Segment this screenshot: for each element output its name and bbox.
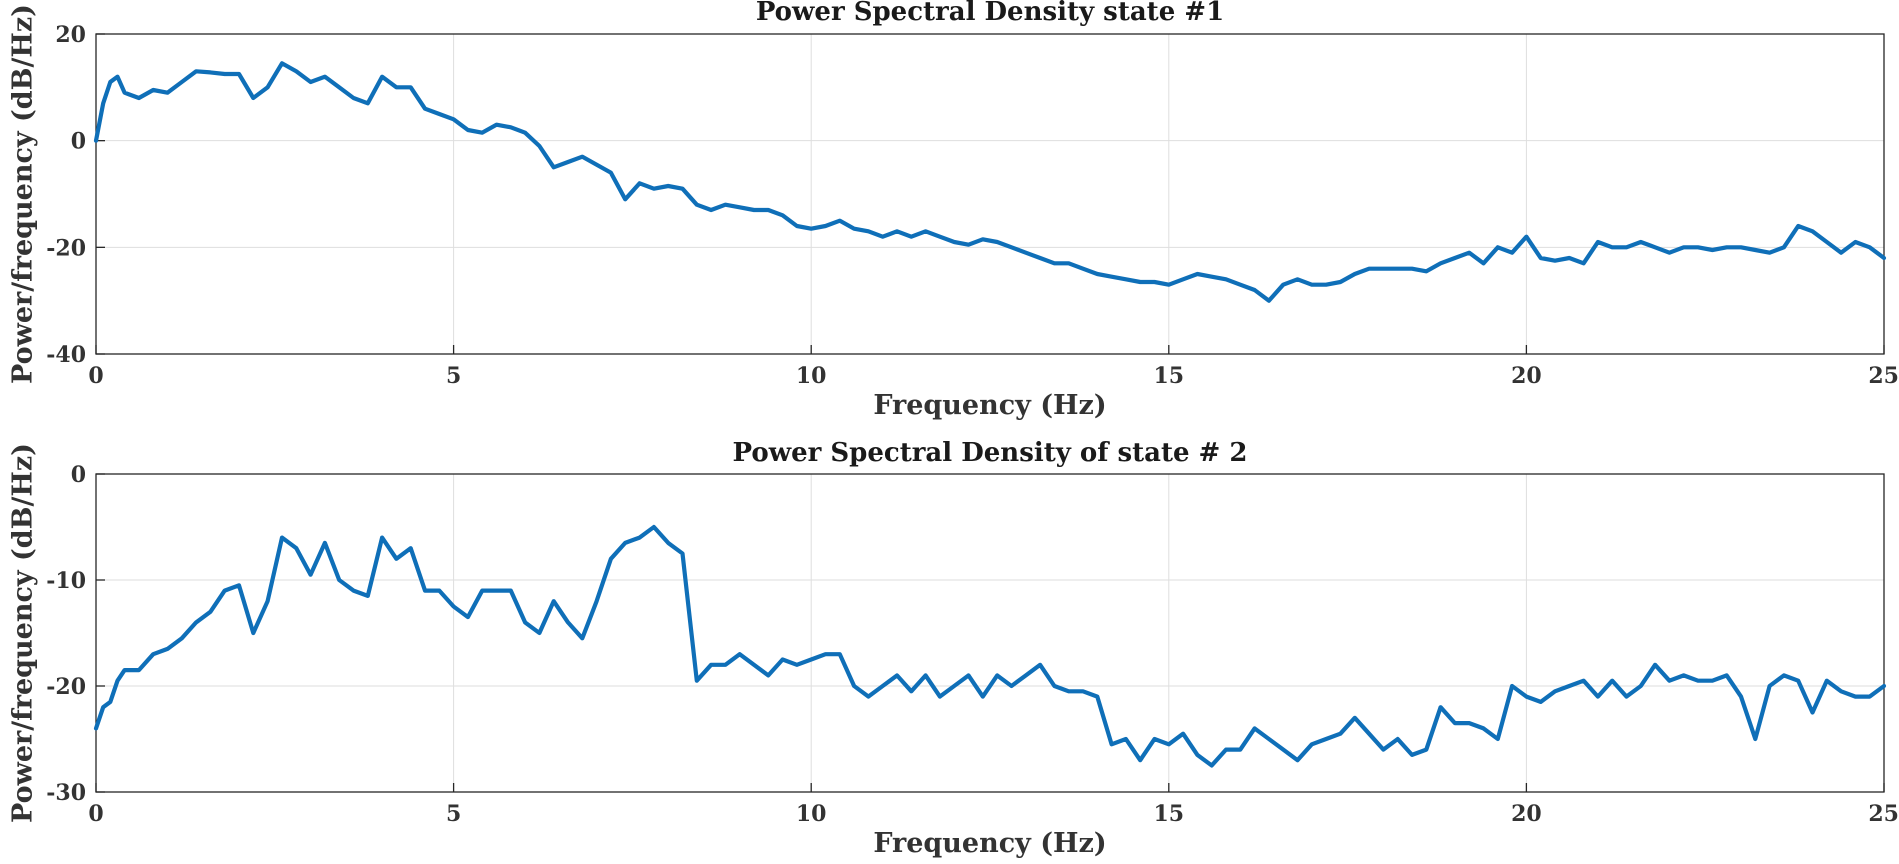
psd-state-2-x-tick-label: 15 bbox=[1153, 801, 1184, 827]
psd-state-1-y-tick-label: -20 bbox=[46, 235, 86, 261]
psd-state-1-x-tick-label: 0 bbox=[88, 363, 103, 389]
psd-state-1-gridlines bbox=[96, 34, 1884, 354]
psd-state-1-panel: 0 5 10 15 20 25 20 0 -20 -40 Power Spectral Densi… bbox=[7, 0, 1899, 421]
psd-state-2-y-axis-label: Power/frequency (dB/Hz) bbox=[7, 443, 38, 823]
psd-state-1-axes-frame bbox=[95, 33, 1885, 355]
psd-state-2-x-tick-label: 5 bbox=[446, 801, 461, 827]
psd-state-1-y-tick-label: 0 bbox=[71, 129, 86, 155]
psd-state-2-y-tick-label: -30 bbox=[46, 780, 86, 806]
psd-state-1-y-tick-label: -40 bbox=[46, 342, 86, 368]
psd-state-2-title: Power Spectral Density of state # 2 bbox=[733, 438, 1248, 468]
psd-state-2-x-tick-label: 10 bbox=[796, 801, 827, 827]
psd-state-2-x-tick-label: 0 bbox=[88, 801, 103, 827]
psd-state-2-gridlines bbox=[96, 474, 1884, 792]
psd-state-2-axes-frame bbox=[95, 473, 1885, 793]
psd-state-1-ticks: 0 5 10 15 20 25 20 0 -20 -40 bbox=[46, 22, 1899, 389]
psd-state-1-y-tick-label: 20 bbox=[55, 22, 86, 48]
psd-state-2-x-axis-label: Frequency (Hz) bbox=[873, 828, 1106, 859]
psd-state-2-y-tick-label: -10 bbox=[46, 568, 86, 594]
psd-state-1-x-tick-label: 5 bbox=[446, 363, 461, 389]
psd-state-1-x-tick-label: 25 bbox=[1868, 363, 1899, 389]
psd-state-2-y-tick-label: -20 bbox=[46, 674, 86, 700]
psd-state-1-x-tick-label: 10 bbox=[796, 363, 827, 389]
psd-state-2-x-tick-label: 25 bbox=[1868, 801, 1899, 827]
psd-state-2-x-tick-label: 20 bbox=[1511, 801, 1542, 827]
psd-state-2-panel: 0 5 10 15 20 25 0 -10 -20 -30 Power Spectral Dens… bbox=[7, 438, 1899, 859]
psd-state-1-title: Power Spectral Density state #1 bbox=[756, 0, 1224, 27]
psd-state-2-series-line bbox=[93, 524, 1887, 768]
psd-state-1-x-tick-label: 20 bbox=[1511, 363, 1542, 389]
psd-state-1-x-tick-label: 15 bbox=[1153, 363, 1184, 389]
psd-state-1-series-line bbox=[93, 61, 1887, 303]
psd-state-2-y-tick-label: 0 bbox=[71, 462, 86, 488]
psd-state-1-x-axis-label: Frequency (Hz) bbox=[873, 390, 1106, 421]
psd-state-2-ticks: 0 5 10 15 20 25 0 -10 -20 -30 bbox=[46, 462, 1899, 827]
psd-state-1-y-axis-label: Power/frequency (dB/Hz) bbox=[7, 4, 38, 384]
